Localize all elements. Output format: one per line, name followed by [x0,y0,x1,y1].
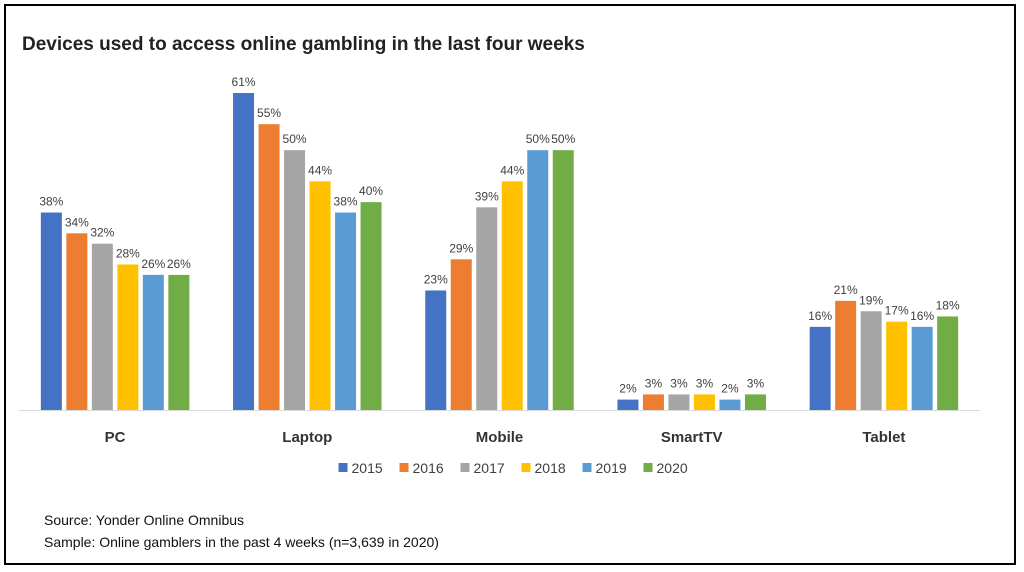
bar-smarttv-2016 [642,394,664,410]
bar-smarttv-2018 [693,394,715,410]
data-label: 2% [619,382,637,396]
data-label: 61% [232,75,256,89]
bar-smarttv-2019 [719,399,741,410]
bar-smarttv-2020 [744,394,766,410]
bar-pc-2020 [168,274,190,410]
bar-laptop-2018 [309,181,331,410]
legend-swatch [643,463,653,472]
data-label: 23% [424,272,448,286]
legend-swatch [460,463,470,472]
source-note: Source: Yonder Online Omnibus [44,512,245,528]
legend-label: 2016 [413,460,444,476]
category-label: Mobile [476,429,524,446]
legend-label: 2015 [352,460,383,476]
data-label: 40% [359,184,383,198]
chart-frame: Devices used to access online gambling i… [4,4,1016,565]
data-label: 50% [283,132,307,146]
legend-label: 2018 [535,460,566,476]
data-label: 50% [526,132,550,146]
bar-mobile-2017 [476,207,498,410]
legend-swatch [521,463,531,472]
bar-mobile-2020 [552,150,574,410]
bar-smarttv-2017 [668,394,690,410]
legend-label: 2020 [657,460,688,476]
bar-mobile-2018 [501,181,523,410]
data-label: 39% [475,189,499,203]
bar-smarttv-2015 [617,399,639,410]
data-label: 18% [936,298,960,312]
data-label: 2% [721,382,739,396]
bar-mobile-2019 [527,150,549,410]
data-label: 19% [859,293,883,307]
bar-pc-2015 [40,212,62,410]
bar-laptop-2016 [258,124,280,410]
bar-tablet-2018 [886,321,908,410]
data-label: 38% [334,195,358,209]
bar-laptop-2017 [284,150,306,410]
data-label: 21% [834,283,858,297]
data-label: 16% [808,309,832,323]
data-label: 3% [696,376,714,390]
category-label: Laptop [282,429,332,446]
data-label: 3% [670,376,688,390]
data-label: 17% [885,304,909,318]
data-label: 32% [90,226,114,240]
data-label: 3% [747,376,765,390]
bar-laptop-2015 [233,93,255,410]
bar-tablet-2019 [911,326,933,410]
chart-title: Devices used to access online gambling i… [22,34,585,55]
data-label: 28% [116,246,140,260]
data-label: 3% [645,376,663,390]
bar-chart: 38%34%32%28%26% 26%PC61%55%50%44%38%40%La… [19,75,980,476]
category-label: PC [105,429,126,446]
data-label: 44% [500,163,524,177]
bar-tablet-2020 [937,316,959,410]
data-label: 26% [167,257,191,271]
legend-label: 2017 [474,460,505,476]
chart-notes: Source: Yonder Online Omnibus Sample: On… [44,509,439,553]
category-label: SmartTV [661,429,723,446]
data-label: 16% [910,309,934,323]
legend-swatch [338,463,348,472]
legend-swatch [582,463,592,472]
bar-tablet-2016 [835,300,857,410]
bar-pc-2017 [91,243,113,410]
bar-tablet-2017 [860,311,882,410]
bar-laptop-2020 [360,202,382,410]
data-label: 38% [39,195,63,209]
bar-mobile-2016 [450,259,472,410]
data-label: 26% [141,257,165,271]
bar-laptop-2019 [335,212,357,410]
legend-swatch [399,463,409,472]
category-label: Tablet [862,429,905,446]
bar-pc-2019 [142,274,164,410]
data-label: 34% [65,215,89,229]
data-label: 29% [449,241,473,255]
bar-pc-2016 [66,233,88,410]
bar-mobile-2015 [425,290,447,410]
data-label: 50% [551,132,575,146]
bar-tablet-2015 [809,326,831,410]
sample-note: Sample: Online gamblers in the past 4 we… [44,534,439,550]
data-label: 55% [257,106,281,120]
legend-label: 2019 [596,460,627,476]
data-label: 44% [308,163,332,177]
bar-pc-2018 [117,264,139,410]
